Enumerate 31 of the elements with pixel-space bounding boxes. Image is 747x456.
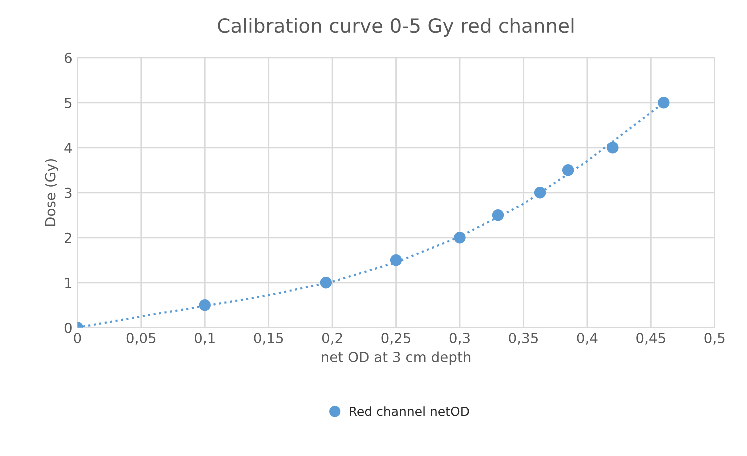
- chart-title: Calibration curve 0-5 Gy red channel: [218, 18, 574, 37]
- x-tick-label: 0,2: [322, 332, 342, 345]
- y-tick-label: 2: [65, 232, 72, 244]
- x-tick-label: 0,35: [509, 332, 538, 345]
- point: [607, 142, 619, 154]
- x-tick-label: 0,5: [704, 332, 725, 345]
- x-tick-label: 0,4: [577, 332, 598, 345]
- point: [199, 300, 211, 312]
- y-tick-label: 1: [66, 278, 72, 288]
- point: [454, 232, 466, 244]
- y-tick-label: 0: [64, 322, 72, 334]
- x-tick-label: 0,05: [126, 332, 156, 345]
- y-tick-label: 4: [64, 143, 72, 154]
- point: [562, 164, 574, 176]
- x-tick-label: 0,45: [636, 332, 666, 345]
- x-tick-label: 0,25: [382, 332, 411, 345]
- x-axis-title: net OD at 3 cm depth: [322, 352, 471, 366]
- point: [492, 210, 504, 222]
- point: [390, 254, 402, 266]
- y-axis-title: Dose (Gy): [45, 159, 58, 226]
- y-tick-label: 5: [65, 98, 72, 108]
- y-tick-label: 3: [65, 188, 72, 198]
- x-tick-label: 0,15: [254, 332, 284, 345]
- legend-label: Red channel netOD: [350, 406, 470, 416]
- x-tick-label: 0: [74, 332, 82, 344]
- point: [320, 277, 332, 289]
- x-tick-label: 0,3: [450, 332, 470, 345]
- point: [534, 187, 546, 199]
- y-tick-label: 6: [64, 52, 72, 64]
- point: [658, 97, 670, 109]
- x-tick-label: 0,1: [195, 332, 215, 345]
